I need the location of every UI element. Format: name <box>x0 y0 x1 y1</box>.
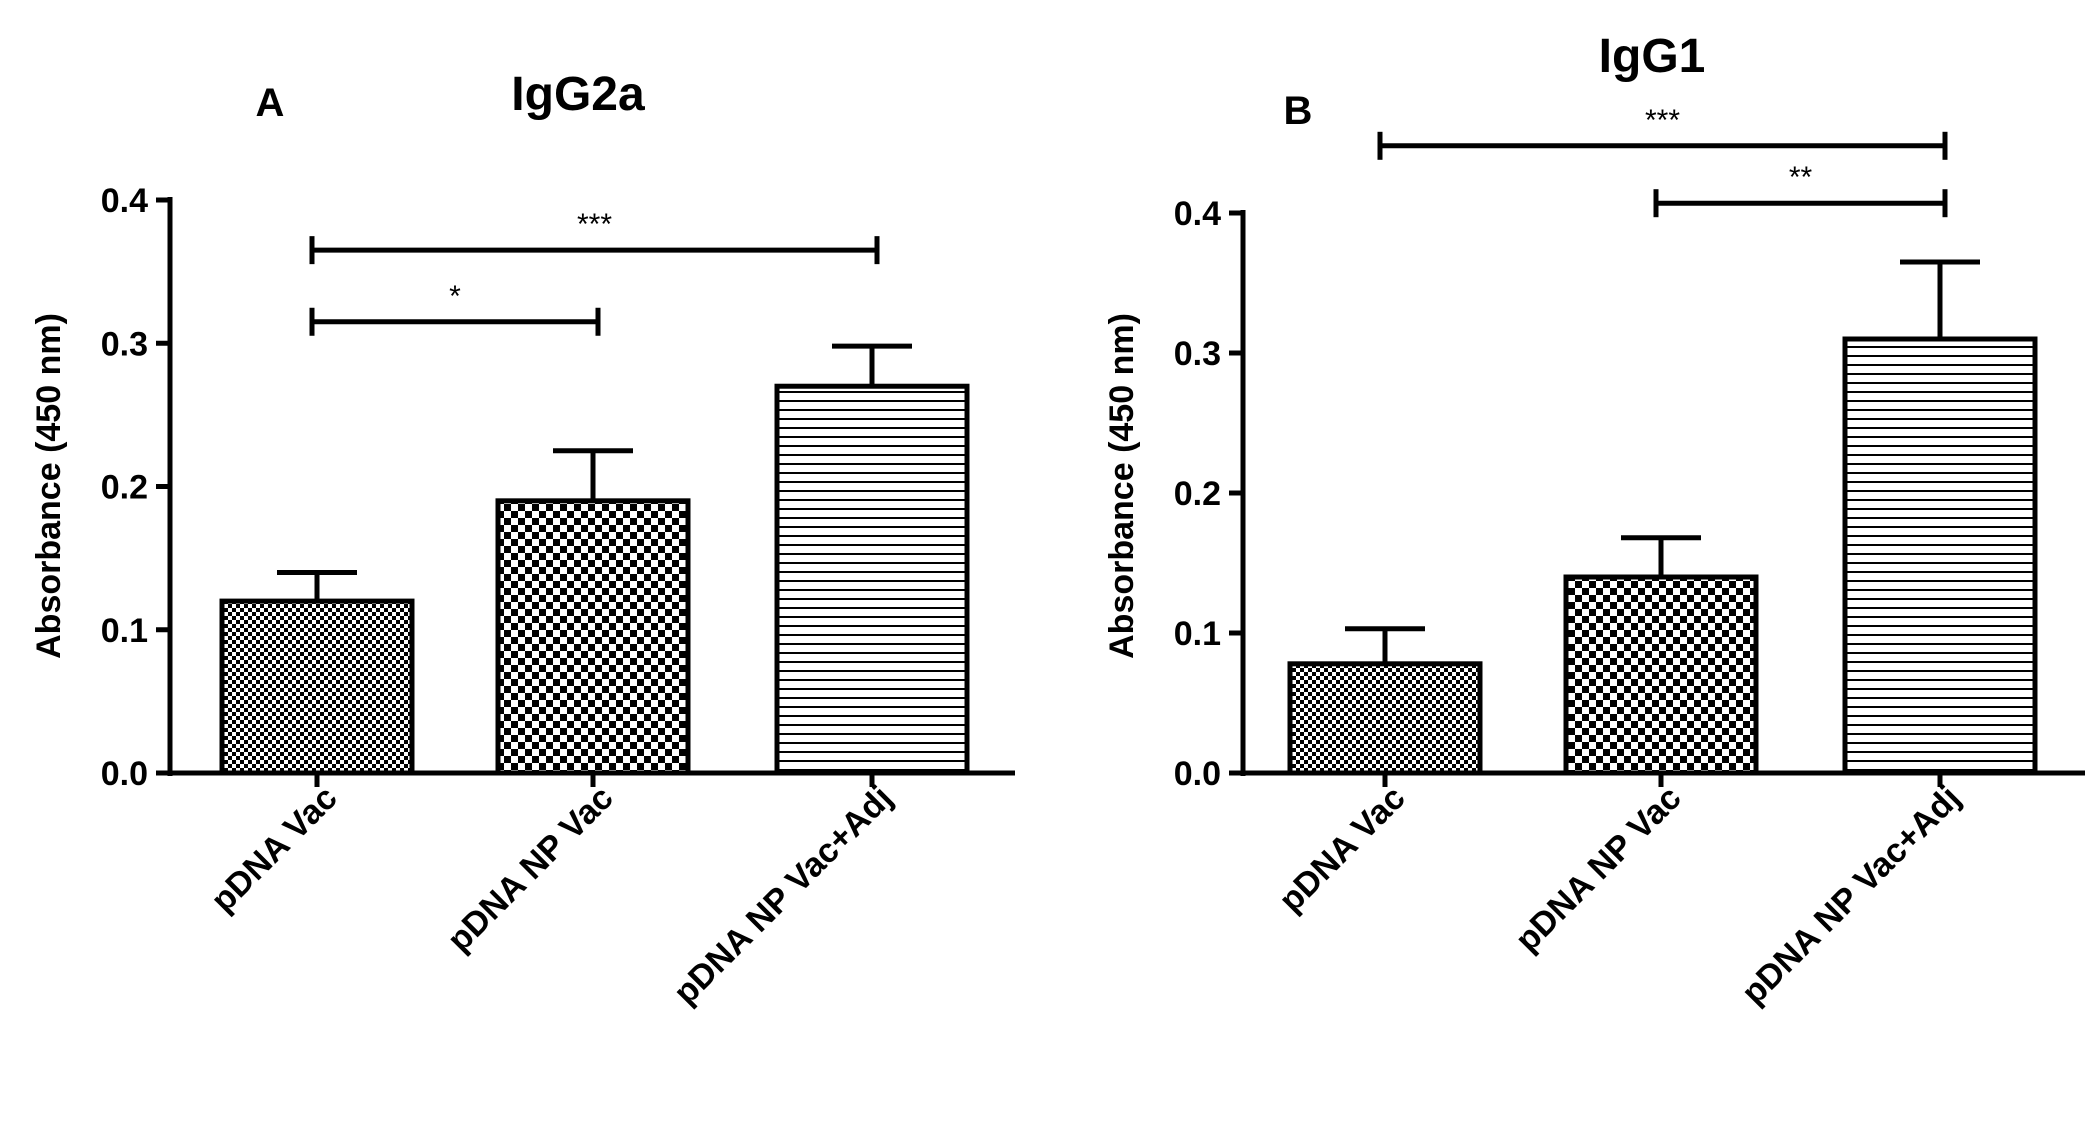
x-category-label: pDNA NP Vac <box>1508 779 1689 960</box>
y-tick-label: 0.2 <box>101 469 148 507</box>
y-axis-label: Absorbance (450 nm) <box>1103 313 1141 659</box>
y-tick-label: 0.1 <box>1174 615 1221 653</box>
bar <box>495 498 691 776</box>
panel-letter: B <box>1284 89 1313 133</box>
y-tick-label: 0.4 <box>101 182 148 220</box>
x-category-label: pDNA Vac <box>204 779 345 920</box>
y-tick-label: 0.0 <box>101 755 148 793</box>
y-tick-label: 0.3 <box>1174 335 1221 373</box>
chart-title: IgG2a <box>511 68 645 121</box>
significance-label: * <box>449 280 461 313</box>
bar <box>219 598 415 776</box>
bar <box>1842 336 2038 776</box>
significance-label: *** <box>1645 104 1680 137</box>
bar <box>774 383 970 776</box>
bar <box>1563 574 1759 776</box>
chart-title: IgG1 <box>1599 30 1706 83</box>
y-tick-label: 0.4 <box>1174 195 1221 233</box>
x-category-label: pDNA NP Vac+Adj <box>666 779 899 1012</box>
y-tick-label: 0.0 <box>1174 755 1221 793</box>
y-tick-label: 0.3 <box>101 325 148 363</box>
x-category-label: pDNA NP Vac <box>440 779 621 960</box>
bar <box>1287 661 1483 776</box>
x-category-label: pDNA NP Vac+Adj <box>1734 779 1967 1012</box>
chart-panel-b: B IgG1 Absorbance (450 nm) 0.00.10.20.30… <box>1103 30 2085 1012</box>
plot-area: 0.0 0.1 0.2 0.3 0.4 pDNA Vac pDNA NP Vac pDNA N… <box>1174 104 2085 1012</box>
x-category-label: pDNA Vac <box>1272 779 1413 920</box>
significance-label: *** <box>577 208 612 241</box>
chart-panel-a: A IgG2a Absorbance (450 nm) 0.0 0.1 0.2 0.3… <box>30 68 1015 1012</box>
significance-label: ** <box>1789 161 1813 194</box>
y-axis-label: Absorbance (450 nm) <box>30 313 68 659</box>
y-tick-label: 0.2 <box>1174 475 1221 513</box>
y-tick-label: 0.1 <box>101 612 148 650</box>
plot-area: 0.0 0.1 0.2 0.3 0.4 pDNA Vac pDNA NP Vac pDNA N… <box>101 182 1015 1012</box>
panel-letter: A <box>256 81 285 125</box>
